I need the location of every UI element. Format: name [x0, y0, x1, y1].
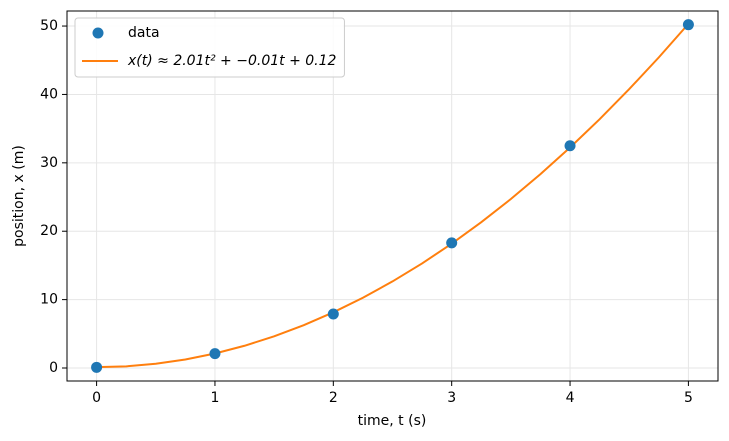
data-point: [327, 308, 339, 320]
y-tick-label: 40: [40, 86, 58, 102]
x-tick-label: 2: [329, 390, 338, 406]
y-tick-label: 50: [40, 18, 58, 34]
legend-label: x(t) ≈ 2.01t² + −0.01t + 0.12: [127, 53, 337, 69]
x-tick-label: 1: [210, 390, 219, 406]
legend-box: [74, 17, 345, 78]
x-axis-label: time, t (s): [358, 413, 427, 429]
y-tick-label: 30: [40, 155, 58, 171]
legend-label: data: [128, 25, 160, 41]
fit-line: [96, 23, 690, 369]
y-tick-label: 0: [49, 360, 58, 376]
data-point: [446, 237, 458, 249]
x-tick-label: 3: [447, 390, 456, 406]
x-tick-label: 0: [92, 390, 101, 406]
y-tick-label: 10: [40, 292, 58, 308]
plot-frame: [66, 10, 719, 382]
legend-marker: [92, 27, 104, 39]
data-point: [209, 348, 221, 360]
data-point: [564, 140, 576, 152]
x-tick-label: 5: [684, 390, 693, 406]
legend: data x(t) ≈ 2.01t² + −0.01t + 0.12: [74, 17, 345, 78]
data-point: [91, 361, 103, 373]
y-tick-label: 20: [40, 223, 58, 239]
y-axis-label: position, x (m): [11, 145, 27, 247]
x-tick-label: 4: [566, 390, 575, 406]
data-point: [682, 19, 694, 31]
